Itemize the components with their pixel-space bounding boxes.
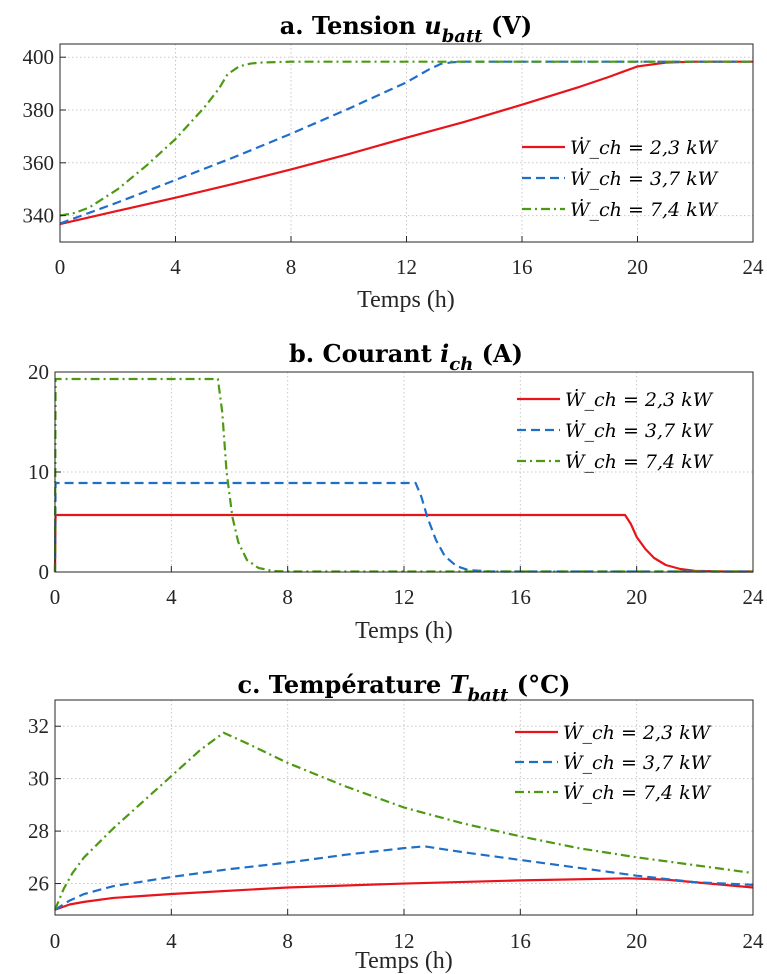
panel-a-series-line-3	[59, 60, 753, 217]
panel-c-legend-label-1: Ẇ_ch = 2,3 kW	[563, 721, 712, 744]
panel-c-xlabel: Temps (h)	[355, 948, 453, 974]
panel-a-ytick-label: 340	[23, 204, 55, 228]
panel-c-series-line-3	[53, 731, 754, 911]
panel-c-xtick-label: 16	[510, 929, 531, 953]
panel-a-ytick-label: 360	[23, 151, 55, 175]
panel-b-xtick-label: 16	[510, 585, 531, 609]
panel-b-legend: Ẇ_ch = 2,3 kW Ẇ_ch = 3,7 kW Ẇ_ch = 7,4 kW	[517, 388, 714, 473]
panel-a-series	[59, 60, 753, 226]
panel-a-xtick-label: 4	[170, 255, 181, 279]
panel-b-series-line-3	[53, 377, 753, 573]
panel-a-ytick-label: 380	[23, 98, 55, 122]
panel-a-ytick-label: 400	[23, 45, 55, 69]
panel-a-series-line-2	[59, 60, 753, 225]
panel-b-ticks: 0 4 8 12 16 20 24 0 10 20	[28, 360, 764, 609]
panel-c-xtick-label: 24	[743, 929, 765, 953]
panel-a-xtick-label: 0	[55, 255, 66, 279]
panel-c-xtick-label: 8	[282, 929, 293, 953]
panel-b-xtick-label: 12	[394, 585, 415, 609]
panel-c-legend-label-2: Ẇ_ch = 3,7 kW	[563, 751, 712, 774]
panel-b-ytick-label: 10	[28, 460, 49, 484]
panel-c-ytick-label: 28	[28, 819, 49, 843]
panel-a-legend-label-1: Ẇ_ch = 2,3 kW	[570, 136, 719, 159]
panel-a-xlabel: Temps (h)	[357, 287, 455, 313]
panel-b-xtick-label: 4	[166, 585, 177, 609]
panel-a: a. Tension ubatt (V) 0 4 8 12 16 20 24 340 360 38…	[23, 11, 765, 313]
panel-a-xtick-label: 24	[743, 255, 765, 279]
panel-b-xlabel: Temps (h)	[355, 618, 453, 644]
panel-c-series	[53, 731, 754, 911]
panel-c-xtick-label: 4	[166, 929, 177, 953]
panel-b-xtick-label: 24	[743, 585, 765, 609]
panel-c-series-line-1	[54, 877, 754, 911]
panel-a-xtick-label: 20	[627, 255, 648, 279]
panel-b-ytick-label: 20	[28, 360, 49, 384]
panel-c-legend-label-3: Ẇ_ch = 7,4 kW	[563, 781, 712, 804]
panel-c-xtick-label: 0	[50, 929, 61, 953]
panel-a-xtick-label: 12	[396, 255, 417, 279]
panel-c-xtick-label: 20	[626, 929, 647, 953]
panel-c-ytick-label: 26	[28, 872, 49, 896]
panel-a-legend-label-3: Ẇ_ch = 7,4 kW	[570, 198, 719, 221]
panel-b-ytick-label: 0	[39, 560, 50, 584]
panel-a-xtick-label: 8	[286, 255, 297, 279]
panel-a-legend-label-2: Ẇ_ch = 3,7 kW	[570, 167, 719, 190]
panel-a-ticks: 0 4 8 12 16 20 24 340 360 380 400	[23, 45, 765, 279]
panel-b-series-line-1	[53, 513, 753, 573]
panel-a-xtick-label: 16	[512, 255, 533, 279]
panel-b: b. Courant ich (A) 0 4 8 12 16 20 24 0 10 20 Temp…	[28, 339, 764, 644]
panel-b-legend-label-2: Ẇ_ch = 3,7 kW	[565, 419, 714, 442]
panel-b-xtick-label: 0	[50, 585, 61, 609]
panel-c-xtick-label: 12	[394, 929, 415, 953]
panel-b-xtick-label: 8	[282, 585, 293, 609]
panel-c-ytick-label: 30	[28, 767, 49, 791]
panel-b-legend-label-3: Ẇ_ch = 7,4 kW	[565, 450, 714, 473]
panel-c-series-line-2	[54, 845, 754, 911]
panel-a-title: a. Tension ubatt (V)	[280, 11, 533, 47]
panel-b-title: b. Courant ich (A)	[289, 339, 523, 375]
panel-c-ytick-label: 32	[28, 714, 49, 738]
panel-c-legend: Ẇ_ch = 2,3 kW Ẇ_ch = 3,7 kW Ẇ_ch = 7,4 kW	[515, 721, 712, 804]
panel-c: c. Température Tbatt (°C) 0 4 8 12 16 20 24 26 2…	[28, 670, 764, 974]
panel-c-title: c. Température Tbatt (°C)	[237, 670, 570, 706]
panel-a-legend: Ẇ_ch = 2,3 kW Ẇ_ch = 3,7 kW Ẇ_ch = 7,4 kW	[522, 136, 719, 221]
panel-b-xtick-label: 20	[626, 585, 647, 609]
panel-a-series-line-1	[59, 60, 753, 226]
panel-b-legend-label-1: Ẇ_ch = 2,3 kW	[565, 388, 714, 411]
panel-c-ticks: 0 4 8 12 16 20 24 26 28 30 32	[28, 714, 764, 953]
